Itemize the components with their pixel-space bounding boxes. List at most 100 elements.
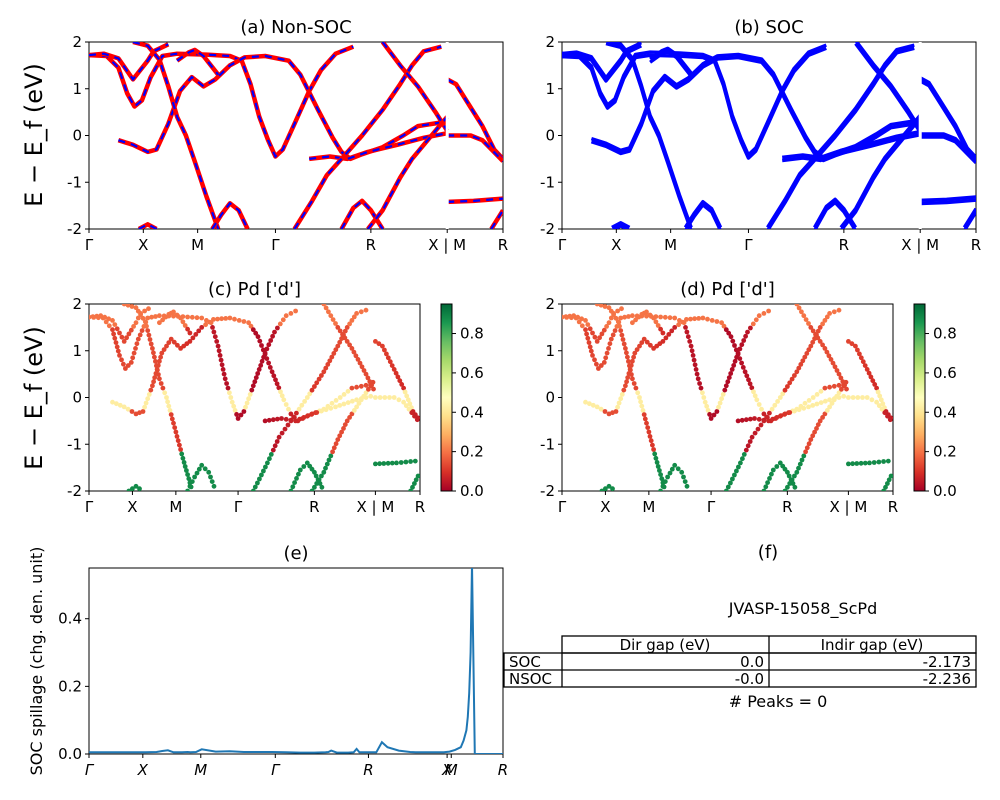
band-point bbox=[296, 471, 301, 477]
band-point bbox=[413, 477, 419, 483]
band-point bbox=[255, 371, 261, 376]
band-point bbox=[367, 379, 373, 384]
band-point bbox=[246, 320, 252, 326]
band-point bbox=[210, 325, 215, 330]
band-point bbox=[168, 412, 174, 417]
band-point bbox=[739, 417, 745, 423]
peaks-label: # Peaks = 0 bbox=[729, 692, 828, 711]
table-header-dir-gap: Dir gap (eV) bbox=[620, 636, 711, 654]
band-point bbox=[207, 319, 212, 325]
band-point bbox=[129, 409, 135, 414]
band-point bbox=[241, 319, 247, 324]
band-point bbox=[301, 415, 307, 420]
band-point bbox=[745, 443, 751, 449]
band-point bbox=[157, 376, 162, 382]
band-point bbox=[329, 354, 335, 360]
band-point bbox=[634, 347, 640, 352]
y-tick-label: 0 bbox=[72, 127, 82, 145]
ylabel-top: E − E_f (eV) bbox=[20, 63, 48, 207]
band-line-nsoc bbox=[446, 77, 503, 161]
band-point bbox=[860, 395, 865, 400]
band-point bbox=[672, 315, 678, 321]
band-point bbox=[196, 466, 202, 472]
band-point bbox=[342, 335, 348, 341]
band-point bbox=[175, 342, 180, 348]
band-line bbox=[963, 210, 976, 229]
band-point bbox=[782, 411, 788, 417]
band-point bbox=[337, 395, 343, 400]
band-point bbox=[630, 313, 635, 319]
band-point bbox=[644, 420, 649, 426]
band-point bbox=[185, 326, 191, 332]
band-point bbox=[804, 445, 810, 451]
band-point bbox=[211, 329, 217, 335]
band-point bbox=[741, 338, 747, 343]
band-point bbox=[583, 318, 588, 323]
band-point bbox=[117, 402, 123, 408]
band-point bbox=[268, 338, 274, 343]
band-point bbox=[606, 483, 612, 489]
band-point bbox=[399, 382, 405, 387]
band-point bbox=[628, 367, 633, 373]
band-point bbox=[145, 396, 151, 402]
band-point bbox=[735, 351, 741, 357]
band-point bbox=[258, 363, 264, 368]
band-point bbox=[350, 398, 355, 404]
band-point bbox=[330, 317, 336, 322]
band-point bbox=[137, 486, 142, 491]
band-point bbox=[227, 315, 233, 321]
band-point bbox=[594, 304, 600, 307]
band-point bbox=[824, 314, 830, 320]
band-point bbox=[212, 334, 218, 340]
band-point bbox=[119, 334, 125, 340]
band-point bbox=[319, 373, 324, 378]
band-point bbox=[657, 468, 662, 473]
band-point bbox=[253, 375, 259, 380]
band-point bbox=[827, 397, 832, 403]
band-point bbox=[316, 376, 322, 382]
band-point bbox=[377, 461, 382, 467]
band-point bbox=[796, 407, 802, 413]
band-point bbox=[618, 328, 624, 333]
band-point bbox=[752, 430, 758, 436]
band-point bbox=[623, 383, 628, 389]
band-point bbox=[598, 406, 604, 412]
band-point bbox=[163, 314, 169, 320]
colorbar-tick-label: 0.2 bbox=[460, 443, 484, 461]
band-point bbox=[770, 467, 776, 473]
band-point bbox=[749, 385, 755, 391]
band-point bbox=[180, 319, 186, 325]
band-point bbox=[590, 330, 595, 336]
band-point bbox=[241, 409, 247, 414]
band-point bbox=[802, 354, 808, 360]
band-point bbox=[654, 460, 660, 465]
band-point bbox=[283, 416, 289, 422]
band-point bbox=[743, 333, 748, 339]
panel-a-non-soc: (a) Non-SOC -2 -1 0 1 2 Γ X M Γ R X | M R bbox=[67, 17, 508, 254]
x-tick-label: X bbox=[127, 498, 137, 516]
band-line-soc-dashed bbox=[447, 197, 503, 203]
band-point bbox=[761, 488, 767, 491]
panel-title: (a) Non-SOC bbox=[240, 17, 351, 38]
band-point bbox=[395, 374, 401, 380]
band-point bbox=[689, 348, 695, 354]
band-point bbox=[169, 416, 175, 422]
band-point bbox=[403, 403, 409, 409]
band-point bbox=[221, 371, 227, 377]
band-point bbox=[752, 393, 758, 399]
band-point bbox=[810, 395, 816, 400]
band-line-soc-dashed bbox=[89, 45, 354, 159]
band-point bbox=[651, 447, 656, 452]
band-point bbox=[182, 464, 188, 469]
band-point bbox=[347, 342, 352, 348]
x-tick-label: Γ bbox=[271, 236, 280, 254]
band-point bbox=[218, 357, 224, 363]
band-point bbox=[619, 392, 625, 397]
band-point bbox=[146, 332, 152, 338]
band-point bbox=[294, 476, 299, 481]
band-point bbox=[598, 304, 604, 308]
band-point bbox=[356, 400, 362, 406]
band-point bbox=[365, 375, 371, 381]
band-point bbox=[199, 325, 205, 330]
band-point bbox=[319, 484, 325, 490]
